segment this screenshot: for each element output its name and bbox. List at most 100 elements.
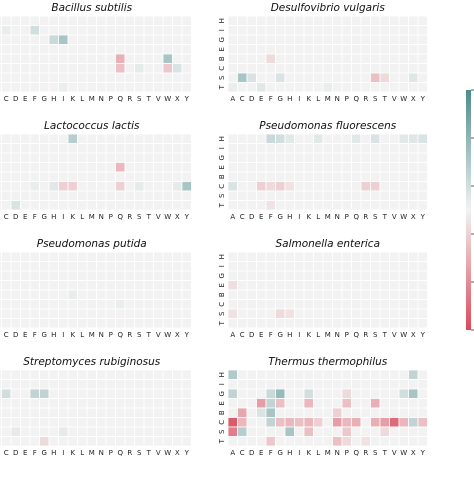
- heatmap-cell: [417, 143, 428, 154]
- heatmap-cell: [39, 190, 50, 201]
- heatmap-cell: [67, 369, 78, 380]
- heatmap-cell: [153, 72, 164, 83]
- heatmap-cell: [256, 181, 267, 192]
- heatmap-cell: [313, 426, 324, 437]
- heatmap-cell: [256, 388, 267, 399]
- heatmap-cell: [143, 369, 154, 380]
- heatmap-cell: [10, 299, 21, 310]
- heatmap-cell: [351, 34, 362, 45]
- heatmap-cell: [143, 152, 154, 163]
- heatmap-cell: [143, 190, 154, 201]
- heatmap-cell: [143, 251, 154, 262]
- heatmap-cell: [284, 289, 295, 300]
- heatmap-cell: [322, 72, 333, 83]
- x-tick-label: G: [278, 213, 283, 221]
- heatmap-cell: [86, 171, 97, 182]
- heatmap-cell: [389, 44, 400, 55]
- heatmap-cell: [77, 25, 88, 36]
- heatmap-cell: [172, 270, 183, 281]
- heatmap-cell: [379, 72, 390, 83]
- heatmap-cell: [105, 388, 116, 399]
- panel-title: Desulfovibrio vulgaris: [271, 2, 386, 14]
- x-tick-label: I: [62, 213, 64, 221]
- heatmap-cell: [115, 426, 126, 437]
- heatmap-cell: [134, 407, 145, 418]
- heatmap-cell: [408, 190, 419, 201]
- heatmap-cell: [351, 308, 362, 319]
- heatmap-cell: [417, 280, 428, 291]
- heatmap-cell: [181, 270, 192, 281]
- heatmap-cell: [96, 63, 107, 74]
- heatmap-cell: [162, 398, 173, 409]
- heatmap-cell: [181, 25, 192, 36]
- heatmap-cell: [124, 407, 135, 418]
- heatmap-cell: [29, 379, 40, 390]
- heatmap-cell: [153, 25, 164, 36]
- x-tick-label: Y: [184, 213, 190, 221]
- heatmap-cell: [275, 25, 286, 36]
- heatmap-cell: [275, 388, 286, 399]
- heatmap-cell: [303, 181, 314, 192]
- x-tick-label: D: [249, 213, 254, 221]
- heatmap-cell: [284, 369, 295, 380]
- heatmap-cell: [389, 318, 400, 329]
- heatmap-cell: [265, 34, 276, 45]
- heatmap-cell: [294, 417, 305, 428]
- heatmap-cell: [172, 63, 183, 74]
- heatmap-cell: [398, 34, 409, 45]
- heatmap-cell: [256, 53, 267, 64]
- heatmap-cell: [1, 34, 12, 45]
- heatmap-cell: [48, 25, 59, 36]
- heatmap-cell: [29, 251, 40, 262]
- heatmap-cell: [86, 44, 97, 55]
- heatmap-cell: [227, 280, 238, 291]
- heatmap-cell: [256, 133, 267, 144]
- heatmap-cell: [284, 143, 295, 154]
- heatmap-cell: [389, 190, 400, 201]
- heatmap-cell: [96, 308, 107, 319]
- heatmap-cell: [153, 200, 164, 211]
- heatmap-cell: [408, 63, 419, 74]
- heatmap-cell: [1, 308, 12, 319]
- heatmap-cell: [1, 25, 12, 36]
- heatmap-cell: [77, 308, 88, 319]
- heatmap-cell: [172, 407, 183, 418]
- heatmap-cell: [162, 63, 173, 74]
- x-tick-label: I: [298, 449, 300, 457]
- heatmap-cell: [351, 152, 362, 163]
- heatmap-cell: [105, 308, 116, 319]
- heatmap-cell: [294, 308, 305, 319]
- heatmap-cell: [58, 25, 69, 36]
- heatmap-cell: [389, 289, 400, 300]
- heatmap-cell: [408, 426, 419, 437]
- heatmap-cell: [86, 200, 97, 211]
- heatmap-cell: [77, 15, 88, 26]
- heatmap-cell: [39, 162, 50, 173]
- heatmap-cell: [360, 44, 371, 55]
- heatmap-cell: [379, 25, 390, 36]
- y-tick-label: T: [218, 202, 226, 208]
- heatmap-cell: [360, 251, 371, 262]
- heatmap-cell: [181, 34, 192, 45]
- heatmap-cell: [153, 34, 164, 45]
- heatmap-cell: [237, 190, 248, 201]
- heatmap-cell: [227, 299, 238, 310]
- heatmap-cell: [29, 63, 40, 74]
- x-tick-label: P: [345, 95, 349, 103]
- heatmap-cell: [379, 171, 390, 182]
- heatmap-cell: [322, 388, 333, 399]
- x-tick-label: R: [363, 449, 368, 457]
- heatmap-cell: [417, 369, 428, 380]
- x-tick-label: S: [137, 213, 142, 221]
- heatmap-cell: [294, 369, 305, 380]
- heatmap-cell: [115, 200, 126, 211]
- heatmap-cell: [237, 280, 248, 291]
- heatmap-cell: [96, 200, 107, 211]
- heatmap-cell: [256, 162, 267, 173]
- x-tick-label: Q: [353, 95, 359, 103]
- heatmap-cell: [58, 15, 69, 26]
- heatmap-cell: [10, 318, 21, 329]
- heatmap-cell: [227, 261, 238, 272]
- heatmap-cell: [294, 15, 305, 26]
- heatmap-cell: [20, 308, 31, 319]
